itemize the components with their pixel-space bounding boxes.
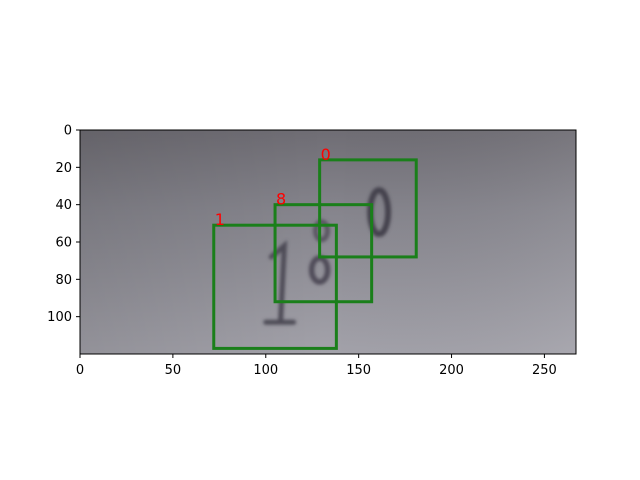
y-tick-label: 80	[55, 273, 72, 288]
bbox-8	[273, 203, 374, 304]
bbox-0	[318, 158, 418, 259]
x-tick-label: 200	[439, 363, 464, 378]
y-tick-label: 40	[55, 198, 72, 213]
y-tick-label: 100	[47, 310, 72, 325]
y-axis: 0 20 40 60 80 100	[47, 124, 80, 325]
bbox-label-1: 1	[215, 210, 225, 229]
x-tick-label: 100	[253, 363, 278, 378]
x-tick-label: 150	[346, 363, 371, 378]
x-axis: 0 50 100 150 200 250	[76, 354, 557, 378]
y-tick-label: 0	[64, 124, 72, 139]
digit-eight-top-shape	[312, 219, 330, 243]
bbox-label-8: 8	[276, 190, 286, 209]
digit-zero-shape	[367, 187, 392, 238]
bounding-boxes: 1 8 0	[212, 145, 418, 350]
y-tick-label: 20	[55, 161, 72, 176]
y-tick-label: 60	[55, 236, 72, 251]
x-tick-label: 0	[76, 363, 84, 378]
x-tick-label: 50	[165, 363, 182, 378]
x-tick-label: 250	[532, 363, 557, 378]
bbox-label-0: 0	[321, 145, 331, 164]
photo-shading	[80, 130, 576, 354]
photo-image	[80, 130, 576, 354]
